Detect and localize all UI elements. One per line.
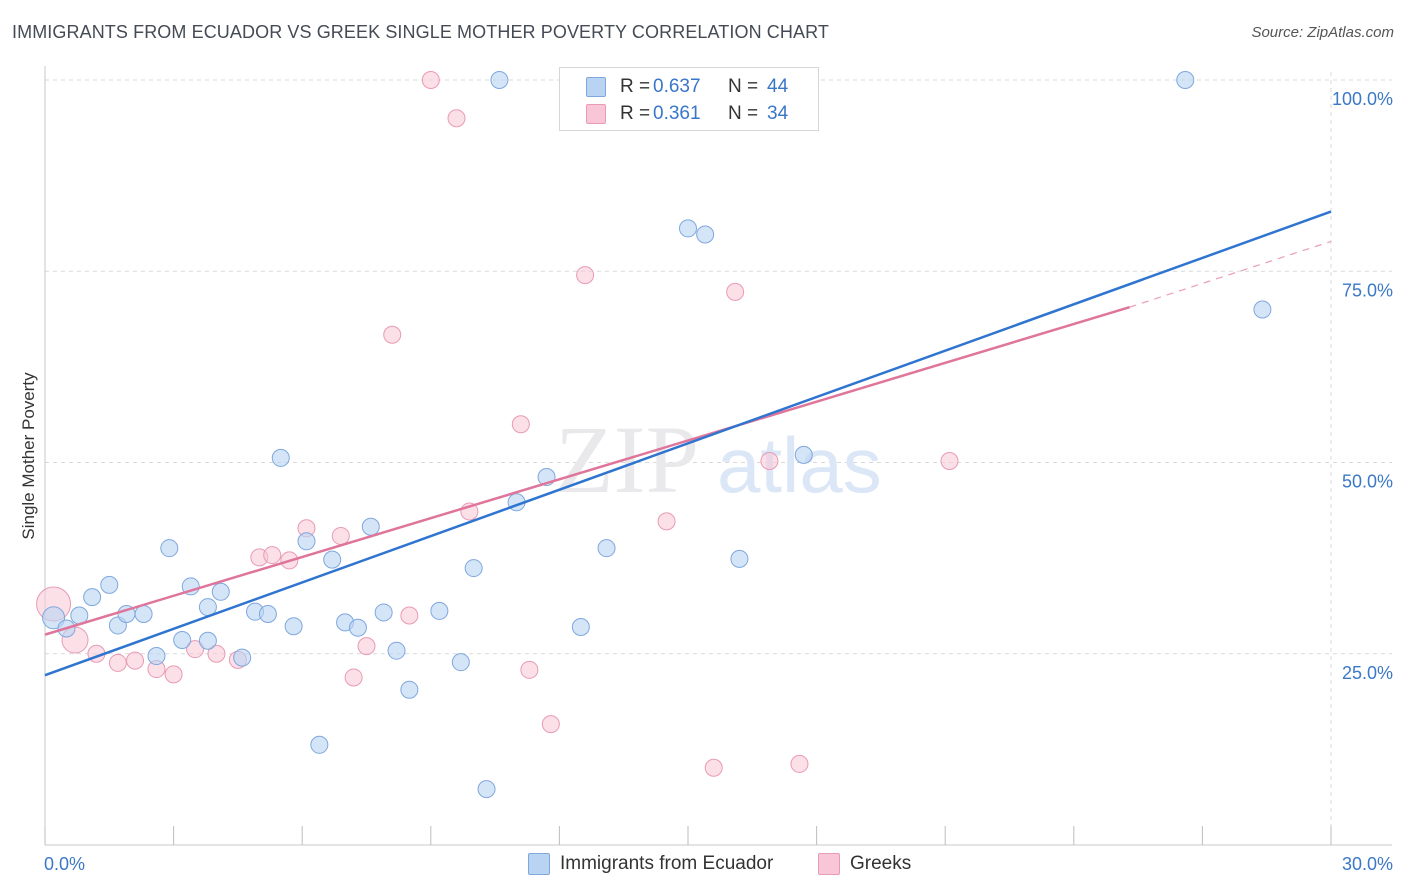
- watermark-atlas: atlas: [717, 421, 882, 509]
- ecuador-point: [1176, 71, 1195, 89]
- ecuador-point: [400, 680, 419, 699]
- greeks-point: [164, 665, 183, 684]
- greeks-point: [331, 526, 350, 545]
- ecuador-point: [198, 631, 217, 650]
- greeks-point: [704, 758, 723, 777]
- bottom-legend-label: Immigrants from Ecuador: [560, 853, 774, 874]
- legend-n-value: 34: [767, 103, 789, 124]
- ecuador-point: [310, 735, 329, 754]
- bottom-legend-swatch-blue: [528, 853, 550, 875]
- legend-r-label: R =: [620, 103, 651, 124]
- ecuador-point: [696, 225, 715, 244]
- legend-n-label: N =: [728, 103, 759, 124]
- greeks-point: [940, 451, 959, 470]
- legend-n-value: 44: [767, 76, 789, 97]
- greeks-trend-extension: [1129, 240, 1332, 308]
- greeks-point: [357, 637, 376, 656]
- greeks-point: [576, 266, 595, 285]
- ecuador-point: [451, 653, 470, 672]
- ecuador-point: [387, 641, 406, 660]
- greeks-point: [790, 754, 809, 773]
- greeks-point: [657, 512, 676, 531]
- ecuador-point: [477, 780, 496, 799]
- greeks-point: [263, 546, 282, 565]
- tick-labels: 25.0% 50.0% 75.0% 100.0% 0.0% 30.0%: [44, 89, 1393, 874]
- legend-n-label: N =: [728, 76, 759, 97]
- watermark: ZIP atlas: [555, 406, 882, 513]
- greeks-point: [760, 451, 779, 470]
- x-tick-label: 30.0%: [1342, 854, 1393, 874]
- correlation-legend: R = 0.637 N = 44 R = 0.361 N = 34: [559, 67, 819, 131]
- ecuador-point: [147, 647, 166, 666]
- ecuador-points: [42, 71, 1272, 799]
- ecuador-point: [794, 445, 813, 464]
- trend-lines: [44, 210, 1332, 677]
- legend-r-label: R =: [620, 76, 651, 97]
- greeks-point: [400, 606, 419, 625]
- greeks-point: [126, 651, 145, 670]
- y-tick-label: 100.0%: [1332, 89, 1393, 109]
- greeks-point: [447, 109, 466, 128]
- greeks-point: [520, 660, 539, 679]
- greeks-point: [511, 415, 530, 434]
- ecuador-point: [430, 601, 449, 620]
- ecuador-point: [173, 630, 192, 649]
- ecuador-point: [464, 559, 483, 578]
- greeks-point: [108, 653, 127, 672]
- ecuador-point: [679, 219, 697, 238]
- greeks-point: [541, 715, 560, 734]
- greeks-point: [207, 644, 226, 663]
- ecuador-point: [271, 448, 290, 467]
- bottom-legend-label: Greeks: [850, 853, 912, 874]
- greeks-point: [726, 282, 745, 301]
- legend-swatch-blue: [586, 77, 606, 97]
- greeks-point: [344, 668, 363, 687]
- ecuador-point: [1253, 300, 1272, 319]
- ecuador-trend-line: [44, 210, 1332, 677]
- ecuador-point: [348, 618, 367, 637]
- ecuador-point: [258, 604, 277, 623]
- y-tick-label: 50.0%: [1342, 472, 1393, 492]
- ecuador-point: [730, 549, 749, 568]
- greeks-point: [186, 640, 205, 659]
- ecuador-point: [361, 517, 380, 536]
- bottom-legend-swatch-pink: [818, 853, 840, 875]
- ecuador-point: [100, 575, 119, 594]
- greeks-point: [421, 71, 440, 89]
- legend-r-value: 0.361: [653, 103, 701, 124]
- ecuador-point: [83, 588, 102, 607]
- legend-r-value: 0.637: [653, 76, 701, 97]
- ecuador-point: [134, 604, 153, 623]
- ecuador-point: [211, 582, 230, 601]
- ecuador-point: [490, 71, 509, 89]
- axes: [44, 66, 1392, 846]
- source-credit: Source: ZipAtlas.com: [1251, 24, 1394, 41]
- chart-title: IMMIGRANTS FROM ECUADOR VS GREEK SINGLE …: [12, 22, 829, 42]
- ecuador-point: [160, 539, 179, 558]
- x-tick-label: 0.0%: [44, 854, 85, 874]
- ecuador-point: [284, 617, 303, 636]
- ecuador-point: [42, 606, 66, 630]
- ecuador-point: [233, 648, 252, 667]
- ecuador-point: [571, 617, 590, 636]
- ecuador-point: [597, 539, 616, 558]
- y-tick-label: 25.0%: [1342, 663, 1393, 683]
- ecuador-point: [297, 532, 316, 551]
- legend-swatch-pink: [586, 104, 606, 124]
- greeks-point: [383, 325, 402, 344]
- ecuador-point: [323, 550, 342, 569]
- greeks-points: [36, 71, 959, 777]
- ecuador-point: [374, 603, 393, 622]
- y-axis-label: Single Mother Poverty: [19, 372, 38, 540]
- greeks-trend-line: [44, 306, 1130, 636]
- y-tick-label: 75.0%: [1342, 280, 1393, 300]
